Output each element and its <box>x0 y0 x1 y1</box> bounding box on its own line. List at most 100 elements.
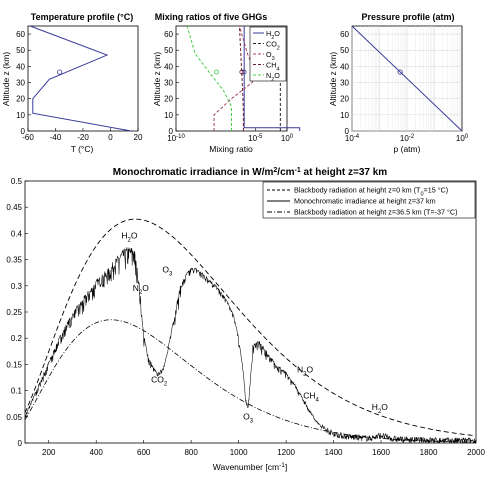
pressure-y-tick-label: 20 <box>340 95 349 104</box>
irradiance-y-tick-label: 0.25 <box>6 308 22 317</box>
temperature-x-label: T (°C) <box>71 144 94 154</box>
irradiance-x-tick-label: 2000 <box>467 448 485 457</box>
irradiance-y-tick-label: 0.5 <box>11 177 23 186</box>
mixing-line-n2o <box>186 25 232 131</box>
temperature-y-tick-label: 10 <box>16 111 25 120</box>
temperature-y-tick-label: 30 <box>16 79 25 88</box>
temperature-x-tick-label: 0 <box>108 133 113 142</box>
irradiance-panel: Monochromatic irradiance in W/m2/cm-1 at… <box>6 167 485 473</box>
mixing-legend-label-co2: CO2 <box>266 40 280 52</box>
mixing-line-ch4 <box>238 25 244 131</box>
temperature-y-tick-label: 0 <box>21 127 26 136</box>
temperature-marker <box>57 69 63 75</box>
irradiance-annotation: H2O <box>121 231 137 244</box>
irradiance-x-label: Wavenumber [cm-1] <box>213 462 287 473</box>
temperature-y-tick-label: 60 <box>16 30 25 39</box>
irradiance-title: Monochromatic irradiance in W/m2/cm-1 at… <box>113 167 387 179</box>
irradiance-y-tick-label: 0.15 <box>6 360 22 369</box>
irradiance-y-tick-label: 0.35 <box>6 256 22 265</box>
mixing-legend-label-n2o: N2O <box>266 71 280 83</box>
irradiance-annotation: N2O <box>297 364 313 377</box>
mixing-legend-label-o3: O3 <box>266 50 275 62</box>
pressure-y-tick-label: 10 <box>340 111 349 120</box>
pressure-profile-panel: Pressure profile (atm) 10-4 10-2 100 0 10 20 3… <box>328 12 469 154</box>
irradiance-annotation: O3 <box>162 265 173 278</box>
temperature-y-tick-label: 20 <box>16 95 25 104</box>
irradiance-y-tick-label: 0.1 <box>11 387 23 396</box>
irradiance-x-tick-label: 1200 <box>277 448 295 457</box>
irradiance-y-tick-label: 0.45 <box>6 203 22 212</box>
pressure-x-label: p (atm) <box>394 144 421 154</box>
temperature-y-label: Altitude z (km) <box>1 52 11 106</box>
temperature-x-tick-label: -20 <box>77 133 89 142</box>
mixing-x-tick-label: 10-5 <box>248 134 263 143</box>
irradiance-x-tick-label: 400 <box>90 448 104 457</box>
irradiance-x-tick-label: 600 <box>137 448 151 457</box>
irradiance-y-tick-label: 0 <box>18 439 23 448</box>
blackbody-surface-curve <box>24 218 477 437</box>
mixing-ratio-panel: Mixing ratios of five GHGs 10-10 10-5 100 0… <box>152 12 301 154</box>
pressure-y-tick-label: 50 <box>340 46 349 55</box>
mixing-y-tick-label: 20 <box>164 95 173 104</box>
mixing-marker-n2o <box>214 69 219 75</box>
blackbody-37km-curve <box>24 319 477 443</box>
irradiance-x-tick-label: 1600 <box>372 448 390 457</box>
irradiance-annotation: H2O <box>372 402 388 415</box>
irradiance-x-tick-label: 200 <box>42 448 56 457</box>
mixing-panel-title: Mixing ratios of five GHGs <box>155 12 268 22</box>
irradiance-legend-label: Blackbody radiation at height z=0 km (T0… <box>294 186 448 198</box>
mixing-marker-h2o <box>241 69 247 75</box>
mixing-y-tick-label: 0 <box>169 127 174 136</box>
irradiance-legend: Blackbody radiation at height z=0 km (T0… <box>262 181 476 219</box>
pressure-x-tick-label: 100 <box>456 134 469 143</box>
irradiance-axes-frame <box>24 180 477 444</box>
irradiance-annotation: O3 <box>243 411 254 424</box>
irradiance-legend-label: Monochromatic irradiance at height z=37 … <box>294 197 436 206</box>
irradiance-legend-label: Blackbody radiation at height z=36.5 km … <box>294 208 457 217</box>
temperature-x-tick-label: 20 <box>134 133 143 142</box>
pressure-x-tick-label: 10-4 <box>345 134 360 143</box>
mixing-y-tick-label: 40 <box>164 62 173 71</box>
irradiance-annotation: CO2 <box>151 375 168 388</box>
pressure-profile-line <box>351 25 463 132</box>
pressure-panel-title: Pressure profile (atm) <box>361 12 454 22</box>
temperature-profile-line <box>29 25 132 132</box>
mixing-x-label: Mixing ratio <box>209 144 253 154</box>
mixing-marker-ch4 <box>239 69 245 75</box>
irradiance-x-tick-label: 1400 <box>325 448 343 457</box>
irradiance-x-tick-label: 800 <box>184 448 198 457</box>
mixing-y-tick-label: 60 <box>164 30 173 39</box>
irradiance-spectrum-line <box>24 247 476 444</box>
pressure-x-tick-label: 10-2 <box>400 134 415 143</box>
irradiance-x-tick-label: 1000 <box>230 448 248 457</box>
irradiance-y-tick-label: 0.05 <box>6 413 22 422</box>
pressure-y-label: Altitude z (km) <box>328 52 338 106</box>
irradiance-annotation: CH4 <box>303 390 319 403</box>
mixing-x-tick-label: 10-10 <box>167 134 185 143</box>
mixing-y-tick-label: 50 <box>164 46 173 55</box>
temperature-y-tick-label: 40 <box>16 62 25 71</box>
mixing-line-o3 <box>213 25 256 131</box>
mixing-line-h2o <box>243 26 301 131</box>
irradiance-y-tick-label: 0.2 <box>11 334 23 343</box>
irradiance-legend-box <box>262 181 476 219</box>
irradiance-y-tick-label: 0.4 <box>11 229 23 238</box>
pressure-y-tick-label: 40 <box>340 62 349 71</box>
temperature-x-tick-label: -60 <box>22 133 34 142</box>
temperature-x-tick-label: -40 <box>50 133 62 142</box>
temperature-y-tick-label: 50 <box>16 46 25 55</box>
mixing-x-tick-label: 100 <box>281 134 294 143</box>
irradiance-x-tick-label: 1800 <box>420 448 438 457</box>
temperature-panel-title: Temperature profile (°C) <box>31 12 133 22</box>
irradiance-y-tick-label: 0.3 <box>11 282 23 291</box>
mixing-legend-label-ch4: CH4 <box>266 61 279 73</box>
mixing-y-label: Altitude z (km) <box>152 52 162 106</box>
pressure-y-tick-label: 30 <box>340 79 349 88</box>
pressure-y-tick-label: 0 <box>345 127 350 136</box>
mixing-y-tick-label: 30 <box>164 79 173 88</box>
temperature-axes-frame <box>27 25 139 132</box>
mixing-legend-label-h2o: H2O <box>266 29 280 41</box>
pressure-y-tick-label: 60 <box>340 30 349 39</box>
